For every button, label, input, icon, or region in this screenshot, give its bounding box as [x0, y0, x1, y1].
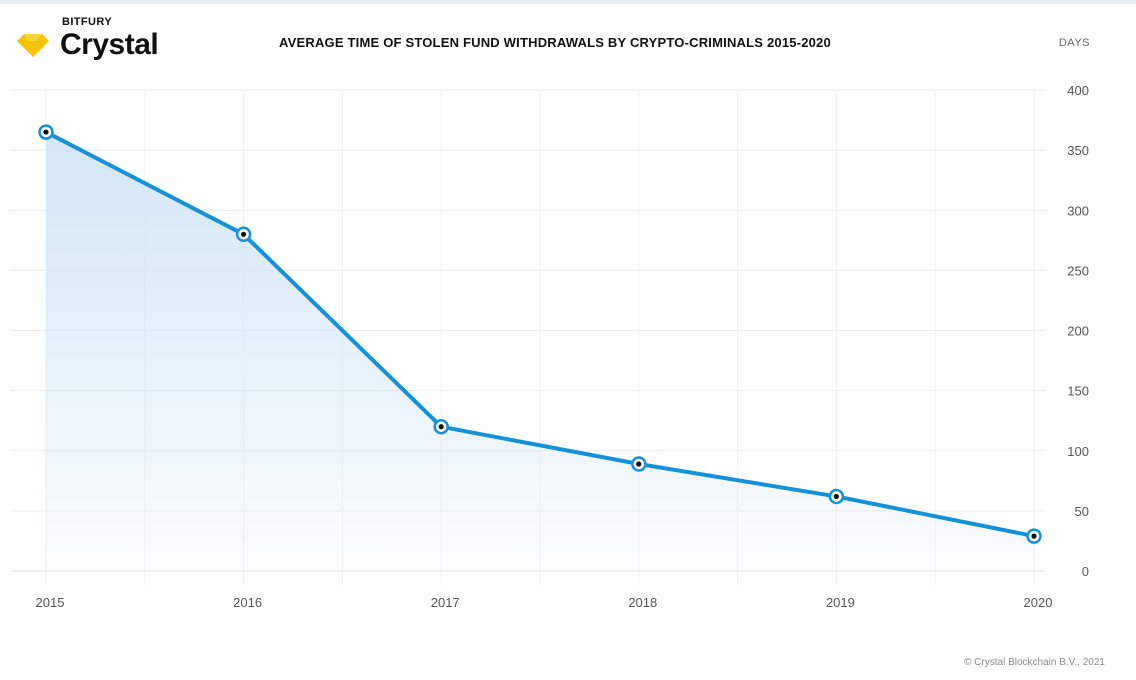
x-tick-label: 2019	[826, 595, 855, 610]
brand-header: BITFURY Crystal	[16, 14, 186, 66]
brand-name: Crystal	[60, 28, 159, 61]
data-point-2019[interactable]	[828, 488, 845, 505]
y-tick-label: 350	[1067, 143, 1089, 158]
data-point-2016[interactable]	[235, 226, 252, 243]
data-point-2017[interactable]	[433, 418, 449, 435]
x-tick-label: 2020	[1024, 595, 1053, 610]
data-point-2018[interactable]	[631, 456, 647, 472]
y-axis-unit-label: DAYS	[1058, 37, 1090, 49]
x-tick-label: 2015	[36, 595, 65, 610]
x-tick-label: 2016	[233, 595, 262, 610]
x-tick-label: 2018	[628, 595, 657, 610]
y-tick-label: 400	[1067, 83, 1089, 98]
y-tick-label: 150	[1067, 384, 1089, 399]
y-tick-label: 0	[1082, 564, 1089, 579]
y-tick-label: 250	[1067, 263, 1089, 278]
diamond-icon	[17, 34, 49, 57]
data-point-2020[interactable]	[1026, 528, 1042, 544]
y-tick-label: 50	[1075, 504, 1089, 519]
y-tick-label: 200	[1067, 324, 1089, 339]
y-tick-label: 100	[1067, 444, 1089, 459]
series-area	[46, 132, 1034, 571]
data-point-2015[interactable]	[38, 124, 54, 140]
series-line	[44, 130, 1036, 539]
top-bar	[0, 0, 1136, 4]
y-tick-label: 300	[1067, 203, 1089, 218]
copyright-text: © Crystal Blockchain B.V., 2021	[964, 657, 1105, 668]
brand-company: BITFURY	[62, 16, 113, 28]
chart-title: AVERAGE TIME OF STOLEN FUND WITHDRAWALS …	[279, 35, 831, 50]
x-tick-label: 2017	[431, 595, 460, 610]
